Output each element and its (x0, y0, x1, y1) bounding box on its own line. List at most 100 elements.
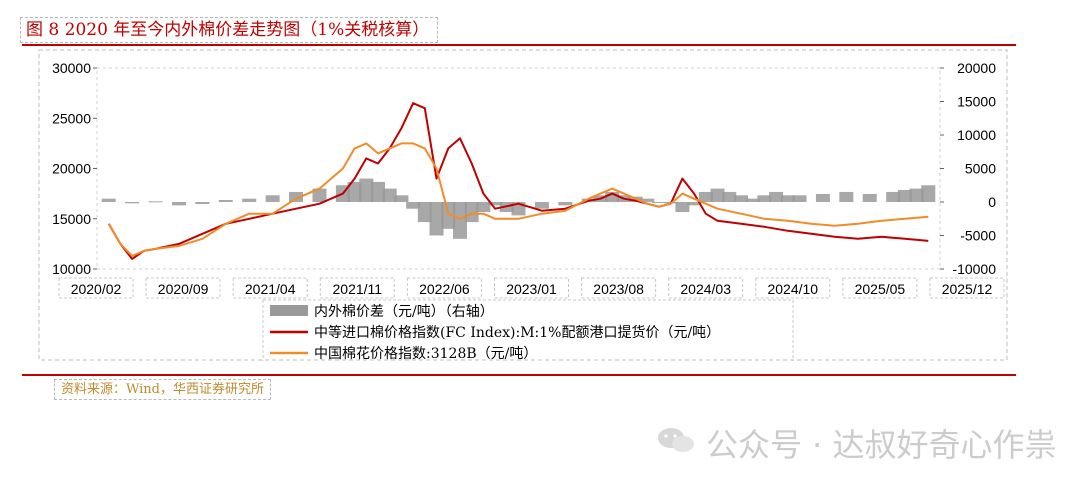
spread-bar (101, 198, 116, 202)
left-tick-label: 15000 (52, 211, 91, 227)
spread-bar (839, 191, 854, 202)
x-tick-label: 2021/04 (245, 281, 296, 297)
x-tick-label: 2023/08 (593, 281, 644, 297)
spread-bar (289, 191, 304, 202)
watermark-text: 公众号 · 达叔好奇心作祟 (706, 426, 1057, 464)
spread-bar (769, 191, 784, 202)
spread-bar (815, 193, 830, 202)
x-tick-box (58, 277, 134, 299)
spread-bar (347, 181, 362, 202)
x-tick-label: 2025/12 (942, 281, 993, 297)
spread-bar (452, 202, 467, 239)
x-tick-label: 2024/10 (767, 281, 818, 297)
chart-area: 30000 25000 20000 15000 10000 20000 15000 10000… (38, 49, 1008, 365)
spread-bar (652, 202, 666, 203)
legend-label: 中国棉花价格指数:3128B（元/吨） (314, 345, 537, 361)
x-tick-box (232, 277, 308, 299)
right-tick-label: 15000 (957, 94, 996, 110)
x-tick-box (145, 277, 221, 299)
source-rule (22, 374, 1016, 376)
right-tick-label: 10000 (957, 127, 996, 143)
spread-bar (429, 202, 444, 236)
spread-bar (406, 202, 421, 209)
left-tick-label: 10000 (52, 261, 91, 277)
spread-bar (464, 202, 479, 223)
spread-bar (921, 185, 936, 202)
legend-box (262, 299, 794, 365)
spread-bar (171, 202, 186, 206)
fc-index-line (107, 102, 929, 260)
x-tick-label: 2020/02 (71, 281, 122, 297)
chart-legend: 内外棉价差（元/吨）（右轴） 中等进口棉价格指数(FC Index):M:1%配额… (262, 299, 794, 365)
spread-bar (687, 202, 702, 206)
spread-bar (698, 191, 713, 202)
right-tick-label: 5000 (965, 161, 996, 177)
spread-bar (476, 202, 491, 213)
spread-bar (862, 193, 877, 202)
wechat-icon (658, 428, 694, 452)
spread-bar (371, 181, 385, 202)
spread-bar (265, 195, 280, 202)
legend-swatch-bar (270, 305, 308, 316)
spread-bar (605, 191, 620, 202)
left-tick-label: 30000 (52, 60, 91, 76)
chart-axes: 30000 25000 20000 15000 10000 20000 15000 10000… (52, 60, 1005, 299)
left-tick-label: 20000 (52, 161, 91, 177)
x-tick-box (668, 277, 744, 299)
spread-bar (780, 195, 795, 202)
series-lines (107, 102, 929, 260)
spread-bar (441, 202, 456, 229)
plot-frame (96, 67, 941, 270)
x-tick-box (929, 277, 1005, 299)
spread-bar (242, 198, 257, 202)
spread-bar (722, 191, 737, 202)
outer-frame (38, 49, 1008, 361)
right-tick-label: 20000 (957, 60, 996, 76)
spread-bar (488, 202, 503, 206)
right-tick-label: -5000 (960, 228, 996, 244)
spread-bar (534, 202, 549, 209)
x-tick-label: 2023/01 (506, 281, 557, 297)
source-note: 资料来源：Wind，华西证券研究所 (54, 379, 271, 400)
spread-bar (675, 202, 690, 213)
x-tick-box (755, 277, 831, 299)
x-tick-label: 2021/11 (333, 281, 383, 297)
x-tick-box (319, 277, 395, 299)
spread-bar (195, 202, 210, 205)
x-tick-box (581, 277, 657, 299)
x-tick-label: 2025/05 (855, 281, 906, 297)
cotton-spread-chart: 30000 25000 20000 15000 10000 20000 15000 10000… (38, 49, 1008, 365)
x-tick-label: 2020/09 (158, 281, 209, 297)
spread-bar (312, 188, 327, 202)
spread-bar (558, 202, 573, 206)
spread-bar (394, 195, 409, 202)
legend-label: 内外棉价差（元/吨）（右轴） (314, 303, 494, 320)
spread-bar (733, 195, 748, 202)
spread-bar (757, 195, 772, 202)
spread-bar (382, 188, 397, 202)
china-cotton-line (107, 142, 929, 257)
x-tick-label: 2022/06 (419, 281, 470, 297)
legend-label: 中等进口棉价格指数(FC Index):M:1%配额港口提货价（元/吨） (314, 324, 720, 341)
title-rule (22, 44, 1016, 46)
spread-bar (897, 189, 912, 202)
spread-bar (909, 188, 924, 202)
x-tick-box (406, 277, 482, 299)
spread-bar (417, 202, 432, 223)
right-tick-label: -10000 (952, 261, 996, 277)
right-tick-label: 0 (988, 194, 996, 210)
x-tick-box (842, 277, 918, 299)
spread-bar (640, 198, 655, 202)
spread-bar (359, 178, 374, 202)
spread-bar (148, 201, 163, 203)
x-tick-label: 2024/03 (680, 281, 731, 297)
x-tick-box (494, 277, 569, 299)
spread-bars (101, 178, 936, 239)
left-tick-label: 25000 (52, 110, 91, 126)
spread-bar (710, 188, 725, 202)
figure-title: 图 8 2020 年至今内外棉价差走势图（1%关税核算） (20, 17, 439, 43)
spread-bar (125, 202, 140, 204)
spread-bar (792, 195, 807, 202)
spread-bar (218, 199, 233, 202)
spread-bar (886, 191, 901, 202)
